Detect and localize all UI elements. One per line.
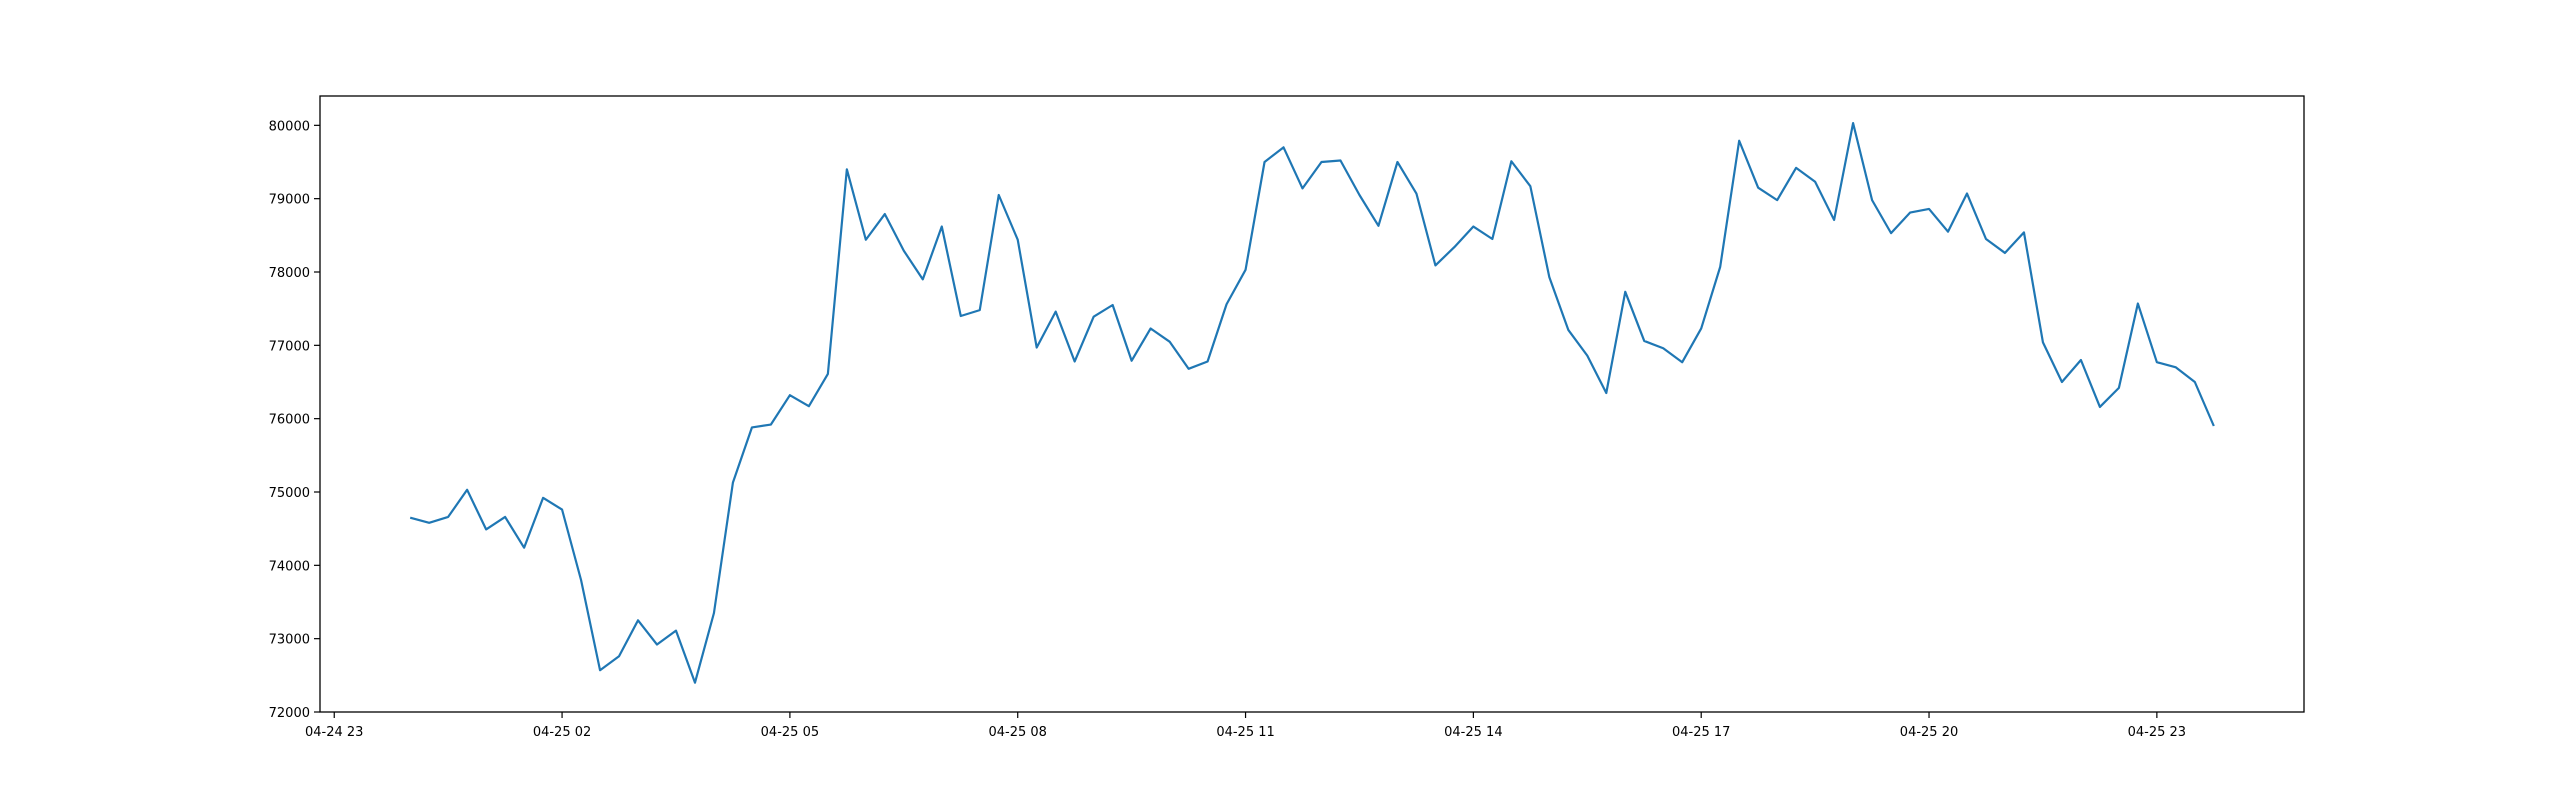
y-tick-label: 75000 xyxy=(269,486,310,501)
x-tick-label: 04-25 11 xyxy=(1216,725,1274,740)
x-tick-label: 04-24 23 xyxy=(305,725,363,740)
y-tick-label: 76000 xyxy=(269,413,310,428)
x-tick-label: 04-25 23 xyxy=(2128,725,2186,740)
y-tick-label: 73000 xyxy=(269,633,310,648)
y-tick-label: 72000 xyxy=(269,706,310,721)
y-tick-label: 78000 xyxy=(269,266,310,281)
x-tick-label: 04-25 17 xyxy=(1672,725,1730,740)
x-tick-label: 04-25 20 xyxy=(1900,725,1958,740)
x-tick-label: 04-25 02 xyxy=(533,725,591,740)
y-tick-label: 77000 xyxy=(269,339,310,354)
y-tick-label: 80000 xyxy=(269,119,310,134)
plot-frame xyxy=(319,95,2305,713)
x-tick-label: 04-25 05 xyxy=(761,725,819,740)
x-tick-label: 04-25 08 xyxy=(988,725,1046,740)
y-tick-label: 79000 xyxy=(269,193,310,208)
x-tick-label: 04-25 14 xyxy=(1444,725,1502,740)
data-line xyxy=(409,122,2215,684)
y-tick-label: 74000 xyxy=(269,559,310,574)
